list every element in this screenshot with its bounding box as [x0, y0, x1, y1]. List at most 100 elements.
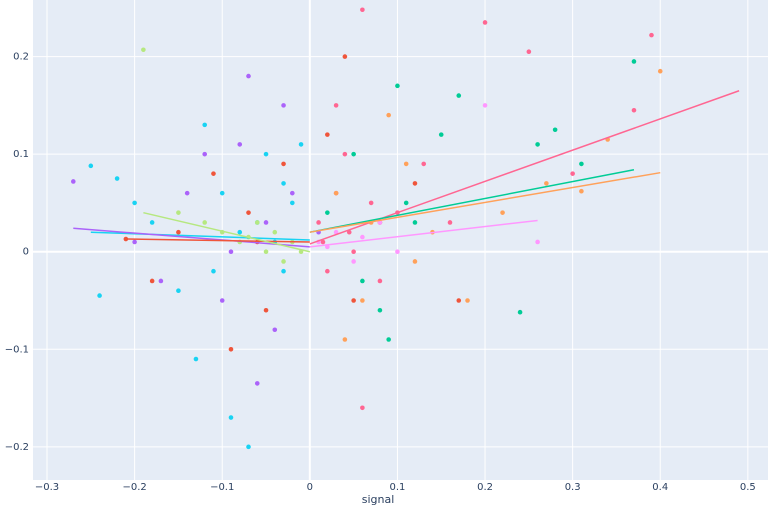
point	[552, 127, 558, 133]
point	[412, 259, 418, 264]
point	[211, 268, 216, 274]
point	[631, 59, 637, 64]
point	[342, 151, 348, 157]
point	[526, 49, 532, 55]
point	[246, 73, 251, 79]
point	[377, 307, 383, 313]
point	[263, 307, 269, 313]
point	[149, 278, 155, 284]
point	[246, 444, 251, 450]
point	[228, 415, 234, 420]
point	[535, 239, 540, 245]
point	[246, 210, 251, 215]
point	[290, 190, 295, 196]
point	[88, 163, 94, 169]
point	[649, 32, 654, 38]
point	[360, 278, 365, 284]
point	[228, 346, 234, 352]
point	[351, 151, 356, 157]
point	[263, 151, 269, 157]
point	[351, 249, 356, 255]
point	[465, 298, 470, 303]
point	[325, 210, 330, 215]
point	[403, 161, 409, 167]
point	[579, 188, 584, 194]
x-tick-label: 0.2	[477, 482, 493, 493]
point	[517, 309, 523, 315]
point	[456, 298, 462, 303]
point	[272, 327, 278, 333]
y-tick-label: −0.1	[5, 344, 29, 355]
point	[281, 259, 286, 264]
trendline	[309, 219, 538, 248]
point	[202, 122, 208, 128]
point	[176, 288, 181, 294]
point	[325, 132, 330, 137]
point	[237, 142, 243, 147]
point	[351, 259, 356, 264]
point	[342, 337, 348, 342]
point	[346, 229, 352, 235]
point	[114, 176, 120, 181]
point	[377, 220, 383, 225]
point	[211, 171, 216, 176]
point	[386, 337, 391, 342]
point	[395, 249, 400, 255]
point	[281, 161, 286, 167]
point	[412, 181, 418, 186]
x-tick-label: −0.1	[210, 482, 234, 493]
point	[447, 220, 453, 225]
point	[368, 200, 374, 206]
point	[298, 142, 304, 147]
point	[360, 298, 365, 303]
point	[149, 220, 155, 225]
point	[281, 103, 286, 108]
x-axis-title: signal	[362, 493, 395, 506]
point	[377, 278, 383, 284]
point	[360, 7, 365, 13]
y-tick-label: 0.2	[13, 52, 29, 63]
point	[412, 220, 418, 225]
point	[254, 220, 260, 225]
point	[184, 190, 190, 196]
point	[386, 112, 391, 118]
point	[132, 200, 137, 206]
point	[333, 190, 339, 196]
point	[316, 220, 321, 225]
point	[351, 298, 356, 303]
point	[158, 278, 164, 284]
point	[263, 249, 269, 255]
x-tick-label: −0.3	[35, 482, 59, 493]
point	[544, 181, 549, 186]
trendline	[309, 171, 661, 233]
point	[333, 103, 339, 108]
trendline	[125, 238, 310, 243]
point	[482, 103, 488, 108]
point	[360, 405, 365, 411]
point	[132, 239, 137, 245]
point	[263, 220, 269, 225]
point	[254, 381, 260, 386]
point	[325, 268, 330, 274]
trendline	[309, 169, 635, 233]
x-tick-label: 0.5	[740, 482, 756, 493]
point	[281, 181, 286, 186]
point	[193, 356, 199, 362]
x-tick-label: −0.2	[122, 482, 146, 493]
point	[70, 179, 76, 184]
grid	[33, 0, 768, 480]
point	[176, 229, 181, 235]
marks	[70, 7, 740, 450]
point	[631, 107, 637, 113]
trendline	[73, 227, 310, 248]
point	[579, 161, 584, 167]
y-tick-label: 0.1	[13, 149, 29, 160]
y-tick-label: −0.2	[5, 442, 29, 453]
point	[438, 132, 444, 137]
x-tick-label: 0.3	[565, 482, 581, 493]
x-tick-label: 0.1	[389, 482, 405, 493]
point	[202, 151, 208, 157]
point	[342, 54, 348, 59]
point	[281, 268, 286, 274]
